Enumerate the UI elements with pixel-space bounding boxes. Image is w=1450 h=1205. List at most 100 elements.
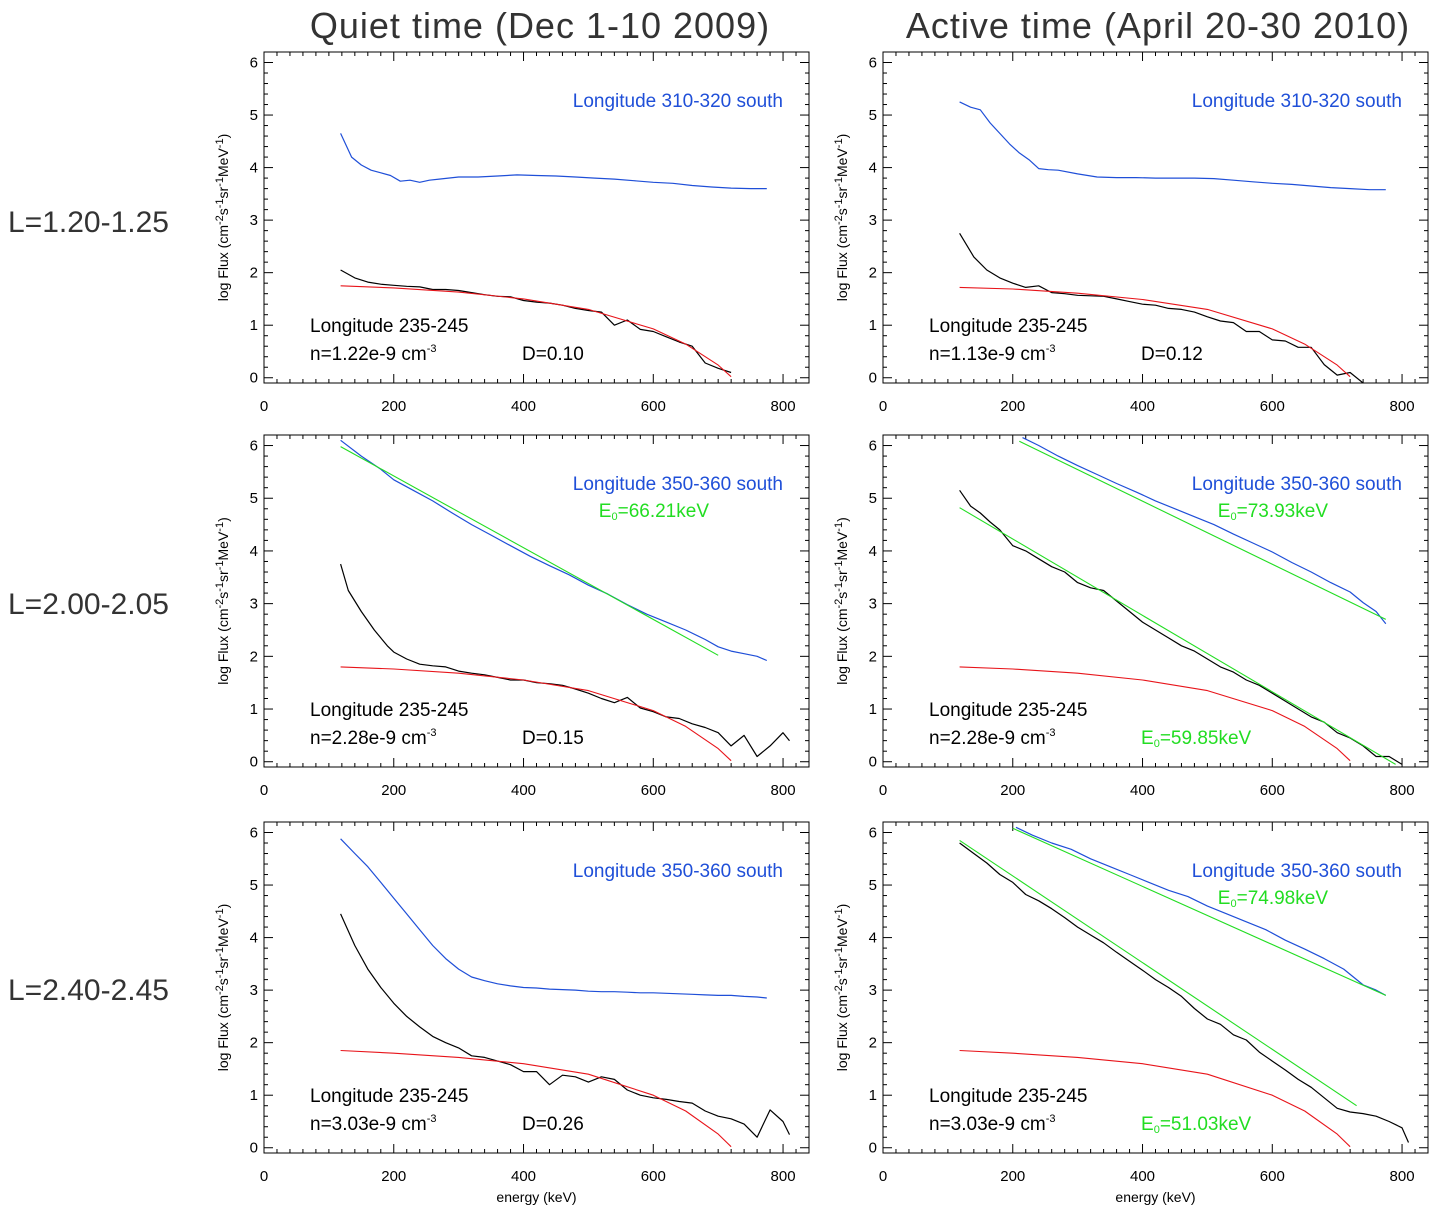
y-tick-label: 1 [869,317,877,334]
y-label-part: s [215,978,231,985]
series-line-green [959,839,1357,1107]
row-label-2: L=2.00-2.05 [8,588,169,621]
annotation-sup: -3 [427,727,437,739]
annotation-lower-mid-2: D=0.26 [522,1114,584,1135]
annotation-suffix: =74.98keV [1237,888,1329,909]
annotation-text: Longitude 350-360 south [1192,861,1402,882]
x-tick-label: 0 [879,398,887,415]
y-tick-label: 0 [869,370,877,387]
annotation-text: Longitude 235-245 [929,1086,1087,1107]
annotation-lower-left-1: Longitude 235-245 [310,316,468,337]
x-tick-label: 800 [1390,398,1415,415]
y-label-part: s [834,978,850,985]
series-line-red [959,666,1351,762]
x-tick-label: 400 [1130,398,1155,415]
y-tick-label: 0 [250,370,258,387]
annotation-upper-right: Longitude 310-320 south [573,91,783,112]
y-label-base: log Flux (cm [834,225,850,301]
annotation-sup: -3 [1046,1113,1056,1125]
y-tick-label: 2 [869,1035,877,1052]
y-label-base: log Flux (cm [834,609,850,685]
annotation-sup: -3 [427,343,437,355]
x-tick-label: 200 [381,1168,406,1185]
series-line-blue [340,439,768,662]
y-label-part: ) [834,517,850,522]
annotation-text: E [1141,728,1154,749]
y-tick-label: 6 [869,825,877,842]
annotation-text: Longitude 235-245 [929,316,1087,337]
y-label-sup: -2 [833,985,845,995]
y-tick-label: 2 [250,648,258,665]
annotation-text: Longitude 350-360 south [1192,474,1402,495]
y-tick-label: 5 [869,107,877,124]
annotation-text: Longitude 350-360 south [573,474,783,495]
y-tick-label: 6 [250,438,258,455]
y-tick-label: 2 [250,1035,258,1052]
y-tick-label: 0 [250,754,258,771]
y-label-part: sr [834,956,850,968]
y-axis-label: log Flux (cm-2s-1sr-1MeV-1) [214,904,231,1072]
y-label-sup: -1 [833,947,845,957]
y-label-sup: -1 [214,198,226,208]
y-label-part: MeV [215,918,231,947]
annotation-text: D=0.12 [1141,344,1203,365]
y-label-base: log Flux (cm [215,995,231,1071]
series-group [959,437,1403,765]
y-label-part: s [215,592,231,599]
series-group [340,838,791,1148]
y-label-part: MeV [215,148,231,177]
x-tick-label: 800 [771,782,796,799]
y-tick-label: 5 [250,877,258,894]
y-label-part: ) [215,517,231,522]
y-label-sup: -2 [214,215,226,225]
row-label-1: L=1.20-1.25 [8,206,169,239]
x-tick-label: 600 [641,398,666,415]
x-tick-label: 0 [879,782,887,799]
row-label-3: L=2.40-2.45 [8,974,169,1007]
y-tick-label: 3 [250,982,258,999]
y-label-part: ) [834,134,850,139]
y-tick-label: 0 [250,1140,258,1157]
series-group [959,101,1386,383]
x-tick-label: 200 [1000,1168,1025,1185]
y-label-part: s [834,592,850,599]
y-label-sup: -1 [214,522,226,532]
x-tick-label: 400 [1130,1168,1155,1185]
y-axis-label: log Flux (cm-2s-1sr-1MeV-1) [833,904,850,1072]
y-label-sup: -1 [214,561,226,571]
y-label-part: MeV [834,148,850,177]
x-tick-label: 0 [260,1168,268,1185]
x-tick-label: 400 [1130,782,1155,799]
series-line-black [959,232,1364,383]
y-tick-label: 1 [250,317,258,334]
series-line-blue [340,133,767,190]
annotation-upper-right: Longitude 350-360 south [1192,474,1402,495]
y-tick-label: 1 [250,701,258,718]
x-tick-label: 0 [260,782,268,799]
series-group [340,439,790,762]
annotation-lower-left-1: Longitude 235-245 [929,700,1087,721]
annotation-upper-right: Longitude 310-320 south [1192,91,1402,112]
y-label-sup: -1 [833,177,845,187]
y-label-sup: -2 [214,599,226,609]
series-line-red [959,286,1351,378]
y-axis-label: log Flux (cm-2s-1sr-1MeV-1) [214,134,231,302]
x-tick-label: 200 [381,398,406,415]
y-label-part: ) [834,904,850,909]
annotation-lower-mid-2: D=0.10 [522,344,584,365]
x-tick-label: 600 [641,782,666,799]
y-tick-label: 0 [869,1140,877,1157]
x-tick-label: 800 [771,1168,796,1185]
annotation-lower-mid-2: D=0.12 [1141,344,1203,365]
x-tick-label: 200 [1000,782,1025,799]
series-line-black [959,842,1410,1143]
y-tick-label: 3 [869,212,877,229]
series-line-blue [340,838,767,999]
y-tick-label: 1 [250,1087,258,1104]
annotation-sup: -3 [427,1113,437,1125]
